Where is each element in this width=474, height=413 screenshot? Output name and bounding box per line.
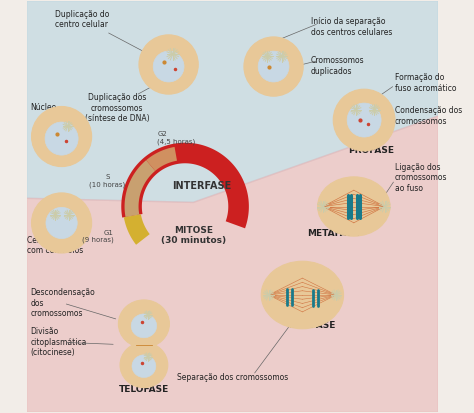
Ellipse shape: [131, 314, 157, 338]
Text: G2
(4,5 horas): G2 (4,5 horas): [157, 131, 196, 145]
Ellipse shape: [135, 342, 153, 348]
Text: G1
(9 horas): G1 (9 horas): [82, 230, 113, 243]
Ellipse shape: [153, 51, 184, 82]
Text: Cromossomos
duplicados: Cromossomos duplicados: [310, 56, 364, 76]
Polygon shape: [124, 214, 150, 245]
Text: S
(10 horas): S (10 horas): [89, 174, 125, 188]
Text: PRÓFASE: PRÓFASE: [347, 147, 393, 155]
Ellipse shape: [347, 103, 381, 137]
Ellipse shape: [120, 342, 168, 388]
Ellipse shape: [132, 355, 156, 377]
Text: INTERFASE: INTERFASE: [172, 181, 231, 191]
Ellipse shape: [46, 207, 77, 239]
Text: Condensação dos
cromossomos: Condensação dos cromossomos: [395, 106, 462, 126]
Text: Centro celular
com centríolos: Centro celular com centríolos: [27, 236, 83, 255]
Text: Início da separação
dos centros celulares: Início da separação dos centros celulare…: [310, 17, 392, 37]
Text: METÁFASE: METÁFASE: [307, 229, 359, 238]
Polygon shape: [121, 143, 249, 228]
Text: Divisão
citoplasmática
(citocinese): Divisão citoplasmática (citocinese): [31, 328, 87, 357]
Ellipse shape: [261, 261, 344, 329]
Text: TELÓFASE: TELÓFASE: [119, 385, 169, 394]
Text: Núcleo: Núcleo: [31, 103, 57, 112]
Ellipse shape: [139, 35, 198, 94]
Text: Formação do
fuso acromático: Formação do fuso acromático: [395, 74, 456, 93]
Text: ANÁFASE: ANÁFASE: [290, 321, 336, 330]
Ellipse shape: [45, 122, 78, 155]
Text: Descondensação
dos
cromossomos: Descondensação dos cromossomos: [31, 288, 95, 318]
Ellipse shape: [244, 37, 303, 96]
Ellipse shape: [333, 89, 395, 151]
Ellipse shape: [32, 107, 91, 166]
Polygon shape: [146, 147, 177, 171]
Text: Duplicação do
centro celular: Duplicação do centro celular: [55, 9, 158, 59]
Ellipse shape: [318, 177, 390, 236]
Polygon shape: [27, 116, 438, 412]
Ellipse shape: [258, 51, 289, 82]
Text: MITOSE
(30 minutos): MITOSE (30 minutos): [161, 225, 226, 245]
Ellipse shape: [118, 300, 169, 348]
Polygon shape: [125, 160, 155, 217]
Text: Separação dos cromossomos: Separação dos cromossomos: [177, 373, 288, 382]
Ellipse shape: [32, 193, 91, 253]
Text: Ligação dos
cromossomos
ao fuso: Ligação dos cromossomos ao fuso: [395, 163, 447, 192]
Polygon shape: [27, 1, 438, 202]
Text: Duplicação dos
cromossomos
(síntese de DNA): Duplicação dos cromossomos (síntese de D…: [85, 93, 149, 123]
